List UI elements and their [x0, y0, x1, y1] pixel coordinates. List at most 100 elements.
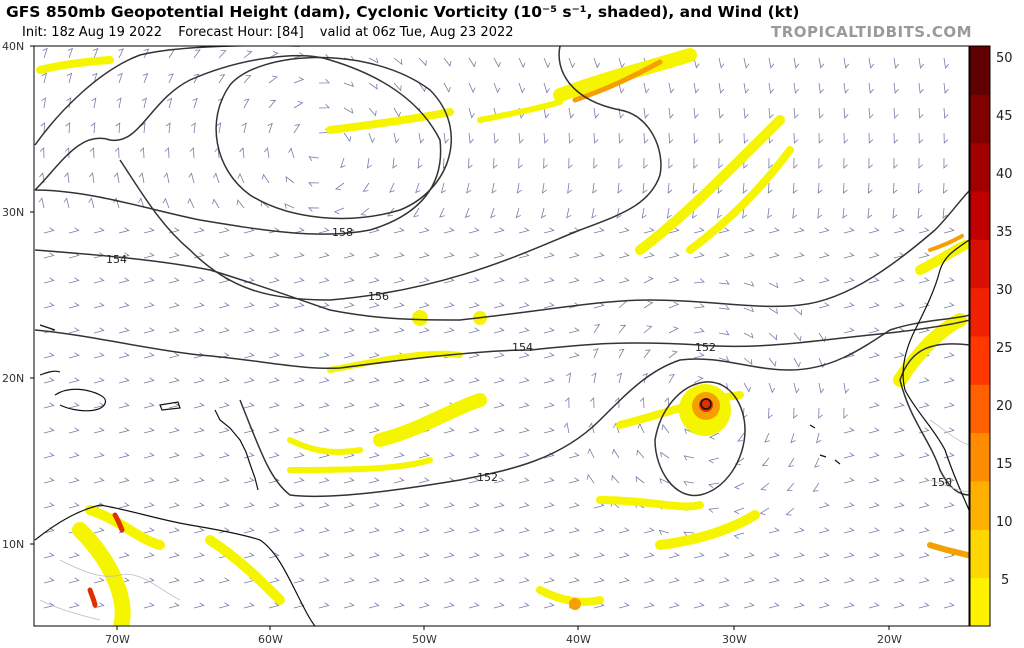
wind-barb: [118, 227, 130, 234]
wind-barb: [708, 507, 720, 513]
wind-barb: [243, 75, 252, 84]
wind-barb: [343, 107, 354, 114]
vort-blob: [700, 398, 712, 410]
wind-barb: [493, 552, 505, 559]
colorbar-tick: 30: [996, 283, 1013, 298]
wind-barb: [293, 402, 305, 409]
wind-barb: [543, 552, 555, 559]
wind-barb: [761, 457, 770, 467]
wind-barb: [66, 72, 73, 84]
colorbar-block: [970, 336, 990, 385]
wind-barb: [543, 57, 551, 69]
longitude-axis: 70W 60W 50W 40W 30W 20W: [105, 626, 902, 646]
wind-barb: [818, 332, 827, 343]
wind-barb: [90, 122, 96, 134]
wind-barb: [743, 382, 751, 393]
wind-barb: [468, 302, 480, 309]
wind-barb: [893, 502, 905, 509]
wind-barb: [643, 107, 649, 119]
wind-barb: [263, 147, 270, 159]
wind-barb: [468, 577, 480, 584]
colorbar-block: [970, 529, 990, 579]
wind-barb: [418, 82, 427, 93]
wind-barb: [790, 432, 796, 444]
wind-barb: [767, 182, 773, 194]
wind-barb: [143, 552, 155, 559]
wind-barb: [591, 372, 597, 384]
wind-barb: [518, 427, 530, 434]
lat-label: 40N: [2, 40, 24, 53]
wind-barb: [93, 602, 105, 609]
wind-barb: [43, 452, 55, 459]
wind-barb: [343, 527, 355, 534]
wind-barb: [293, 352, 305, 359]
wind-barb: [515, 207, 521, 219]
wind-barb: [564, 397, 570, 409]
wind-barb: [543, 107, 550, 119]
wind-barb: [568, 57, 576, 69]
wind-barb: [189, 147, 195, 159]
wind-barb: [543, 352, 555, 359]
wind-barb: [443, 252, 455, 259]
wind-barb: [89, 147, 95, 159]
wind-barb: [193, 452, 205, 459]
wind-barb: [868, 252, 880, 259]
wind-barb: [167, 97, 173, 109]
wind-barb: [418, 552, 430, 559]
wind-barb: [643, 577, 655, 584]
wind-barb: [389, 182, 395, 193]
wind-barb: [768, 307, 778, 315]
wind-barb: [118, 48, 124, 59]
wind-barb: [743, 306, 754, 313]
wind-barb: [443, 227, 455, 234]
wind-barb: [468, 552, 480, 559]
wind-barb: [318, 602, 330, 609]
wind-barb: [343, 577, 355, 584]
wind-barb: [118, 502, 130, 509]
wind-barb: [659, 477, 670, 484]
wind-barb: [518, 577, 530, 584]
wind-barb: [568, 477, 580, 484]
wind-barb: [168, 252, 180, 259]
vort-band: [927, 542, 969, 558]
wind-barb: [368, 552, 380, 559]
wind-barb: [193, 602, 205, 609]
wind-barb: [693, 352, 705, 359]
vort-band: [85, 505, 165, 550]
wind-barb: [143, 602, 155, 609]
wind-barb: [343, 502, 355, 509]
wind-barb: [943, 502, 955, 509]
colorbar-tick: 45: [996, 109, 1013, 124]
land-outlines: [34, 239, 969, 626]
contour-label: 150: [931, 476, 952, 489]
wind-barb: [543, 502, 555, 509]
wind-barb: [943, 157, 948, 169]
wind-barb: [193, 277, 205, 284]
wind-barb: [618, 348, 625, 359]
wind-barb: [92, 72, 98, 84]
wind-barb: [568, 327, 580, 334]
wind-barb: [143, 502, 155, 509]
wind-barb: [893, 82, 899, 94]
wind-barb: [543, 402, 555, 409]
wind-barb: [468, 227, 480, 234]
wind-barb: [618, 277, 630, 284]
contour-label: 154: [106, 253, 127, 266]
wind-barb: [493, 252, 505, 259]
wind-barb: [793, 132, 799, 144]
wind-barb: [618, 324, 627, 334]
wind-barb: [193, 577, 205, 584]
wind-barb: [843, 452, 855, 459]
wind-barb: [643, 325, 653, 334]
wind-barb: [368, 302, 380, 309]
wind-barb: [518, 82, 526, 94]
wind-barb: [143, 352, 155, 359]
contour-label: 152: [695, 341, 716, 354]
vort-band: [915, 240, 969, 275]
wind-barb: [718, 356, 730, 362]
wind-barb: [568, 132, 574, 144]
wind-barb: [362, 182, 370, 192]
wind-barb: [843, 527, 855, 534]
wind-barb: [418, 502, 430, 509]
wind-barb: [293, 252, 305, 259]
